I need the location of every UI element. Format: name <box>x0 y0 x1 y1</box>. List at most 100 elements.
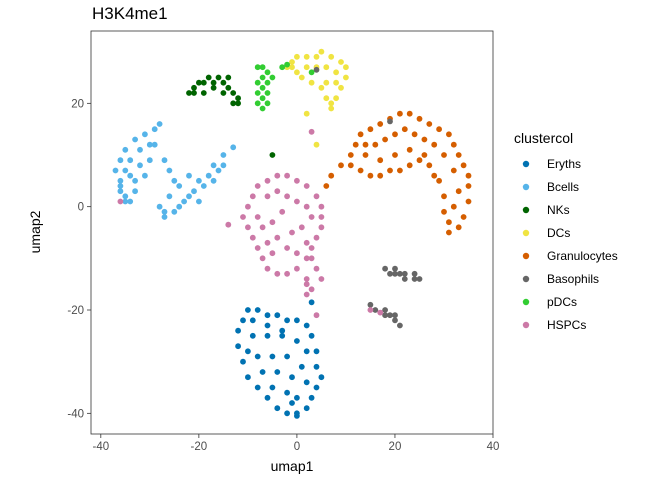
point-granulocytes-3 <box>367 126 374 133</box>
point-basophils-9 <box>392 265 398 272</box>
point-granulocytes-47 <box>406 146 413 153</box>
point-hspcs-44 <box>318 276 325 282</box>
point-hspcs-52 <box>313 312 320 319</box>
legend-label-bcells: Bcells <box>547 180 579 194</box>
point-granulocytes-46 <box>392 152 398 158</box>
point-dcs-7 <box>343 64 349 71</box>
point-dcs-0 <box>289 59 295 65</box>
point-hspcs-25 <box>274 188 281 195</box>
point-granulocytes-18 <box>460 214 467 220</box>
point-bcells-20 <box>132 177 139 184</box>
point-bcells-45 <box>161 208 168 215</box>
point-granulocytes-27 <box>397 167 403 174</box>
point-pdcs-9 <box>259 105 266 112</box>
point-granulocytes-1 <box>352 141 359 148</box>
point-bcells-7 <box>156 121 163 127</box>
point-bcells-39 <box>220 152 227 158</box>
point-hspcs-5 <box>313 193 320 200</box>
point-eryths-12 <box>318 374 325 381</box>
point-hspcs-33 <box>274 234 281 241</box>
point-dcs-11 <box>328 100 335 107</box>
legend-key-bcells <box>522 183 530 191</box>
point-granulocytes-44 <box>450 203 457 210</box>
point-granulocytes-12 <box>450 141 457 148</box>
point-bcells-32 <box>156 203 163 210</box>
point-basophils-10 <box>367 301 374 308</box>
legend-label-pdcs: pDCs <box>547 295 577 309</box>
point-basophils-16 <box>392 312 398 319</box>
point-hspcs-32 <box>259 224 266 231</box>
point-nks-11 <box>200 90 207 96</box>
point-nks-4 <box>220 79 227 86</box>
point-hspcs-38 <box>294 250 300 257</box>
point-bcells-5 <box>142 131 148 138</box>
point-bcells-36 <box>210 177 217 184</box>
point-hspcs-45 <box>303 276 310 282</box>
legend-key-hspcs <box>522 321 530 329</box>
point-eryths-14 <box>308 394 315 401</box>
point-granulocytes-9 <box>426 121 433 127</box>
point-eryths-13 <box>313 384 320 391</box>
point-hspcs-4 <box>303 183 310 189</box>
point-bcells-41 <box>205 172 212 179</box>
x-axis: -40 -20 0 20 40 <box>92 434 499 453</box>
point-bcells-42 <box>196 177 202 184</box>
point-eryths-19 <box>264 394 271 401</box>
point-basophils-7 <box>411 270 418 277</box>
point-hspcs-46 <box>308 286 315 293</box>
point-dcs-17 <box>289 64 295 71</box>
point-granulocytes-14 <box>460 162 467 169</box>
point-granulocytes-8 <box>416 115 423 122</box>
point-eryths-31 <box>284 353 290 360</box>
point-hspcs-43 <box>313 265 320 272</box>
point-bcells-35 <box>200 183 207 189</box>
point-granulocytes-6 <box>397 110 403 117</box>
point-hspcs-1 <box>274 172 281 179</box>
point-bcells-12 <box>122 193 129 200</box>
point-basophils-11 <box>372 307 379 313</box>
point-bcells-29 <box>181 198 188 205</box>
point-granulocytes-25 <box>416 157 423 164</box>
point-bcells-37 <box>215 167 222 174</box>
y-axis-title: umap2 <box>27 210 43 253</box>
point-granulocytes-34 <box>372 141 379 148</box>
point-eryths-24 <box>249 332 256 339</box>
legend-title: clustercol <box>514 130 573 146</box>
point-eryths-34 <box>274 369 281 375</box>
point-dcs-14 <box>308 79 315 86</box>
legend-key-eryths <box>522 160 530 168</box>
point-pdcs-0 <box>254 64 261 71</box>
point-dcs-12 <box>323 95 330 102</box>
point-granulocytes-13 <box>455 152 462 158</box>
point-nks-1 <box>191 84 197 91</box>
point-eryths-23 <box>235 343 242 350</box>
point-nks-10 <box>210 84 217 91</box>
point-hspcs-24 <box>264 193 271 200</box>
point-bcells-34 <box>196 198 202 205</box>
point-eryths-41 <box>264 322 271 329</box>
point-pdcs-14 <box>279 64 286 71</box>
point-granulocytes-30 <box>367 172 374 179</box>
point-eryths-10 <box>313 348 320 355</box>
point-granulocytes-31 <box>357 167 364 174</box>
point-eryths-40 <box>249 317 256 324</box>
point-granulocytes-51 <box>362 141 369 148</box>
legend-label-granulocytes: Granulocytes <box>547 249 618 263</box>
point-dcs-3 <box>313 53 320 60</box>
point-dcs-23 <box>333 79 339 86</box>
legend-label-hspcs: HSPCs <box>547 318 586 332</box>
point-granulocytes-22 <box>441 193 447 200</box>
point-granulocytes-41 <box>441 152 447 158</box>
point-nks-5 <box>225 84 232 91</box>
point-eryths-8 <box>303 322 310 329</box>
point-dcs-21 <box>333 69 339 76</box>
point-basophils-4 <box>401 276 408 282</box>
point-bcells-11 <box>132 188 139 195</box>
point-bcells-3 <box>122 146 129 153</box>
y-tick-label-1: -20 <box>67 305 84 317</box>
point-eryths-4 <box>264 312 271 319</box>
point-granulocytes-54 <box>323 183 330 189</box>
point-hspcs-26 <box>284 193 290 200</box>
legend-label-basophils: Basophils <box>547 272 599 286</box>
point-granulocytes-32 <box>347 162 354 169</box>
